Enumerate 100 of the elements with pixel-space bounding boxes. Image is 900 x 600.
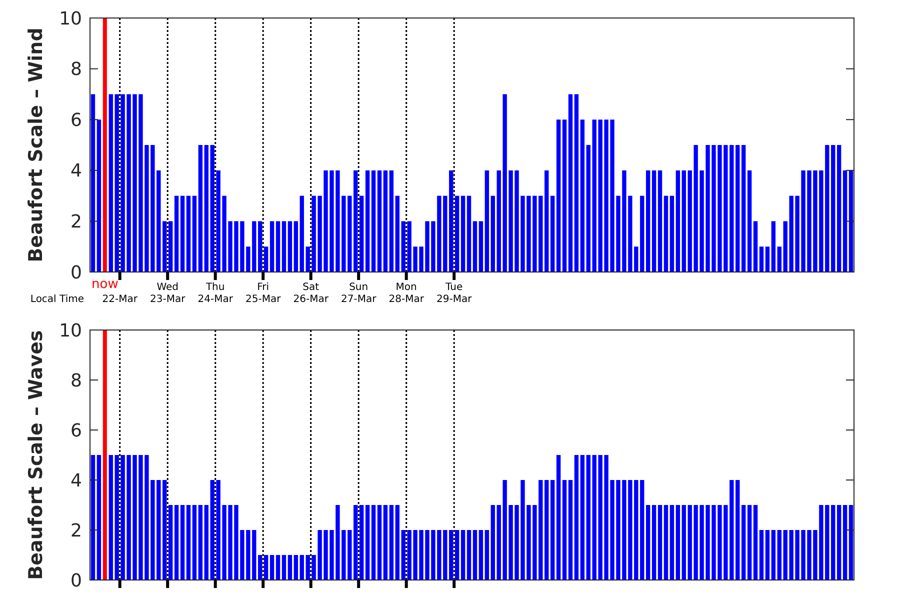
bar — [836, 145, 842, 272]
bar — [682, 505, 686, 580]
bar — [580, 455, 585, 580]
bar — [192, 196, 197, 272]
bar — [383, 170, 388, 272]
bar — [466, 530, 472, 580]
bar — [359, 196, 364, 272]
bar — [736, 480, 740, 580]
bar — [562, 480, 567, 580]
bar — [108, 455, 113, 580]
bar — [670, 505, 674, 580]
x-tick-label: Thu 24-Mar — [198, 282, 234, 305]
bar — [478, 530, 484, 580]
bar — [658, 170, 662, 272]
bar — [771, 221, 776, 272]
bar — [842, 170, 848, 272]
bar — [258, 555, 262, 580]
bar — [664, 505, 668, 580]
bar — [682, 170, 686, 272]
bar — [490, 505, 495, 580]
x-tick-label: Tue 29-Mar — [436, 282, 473, 305]
bar — [96, 455, 102, 580]
bar — [777, 246, 782, 272]
bar — [759, 246, 764, 272]
y-tick-label: 6 — [70, 420, 82, 442]
bar — [270, 555, 274, 580]
bar — [389, 170, 394, 272]
bar — [670, 196, 674, 272]
x-axis-title: Local Time — [30, 294, 84, 305]
bar — [640, 480, 644, 580]
bar — [371, 170, 376, 272]
bar — [640, 196, 644, 272]
x-tick-label: Sat 26-Mar — [293, 282, 330, 305]
bar — [753, 221, 758, 272]
bar — [276, 221, 280, 272]
bar — [162, 480, 167, 580]
y-tick-label: 2 — [70, 212, 82, 232]
bar — [359, 505, 364, 580]
bar — [765, 530, 770, 580]
bar — [753, 505, 758, 580]
bar — [264, 555, 268, 580]
bar — [568, 480, 573, 580]
bar — [371, 505, 376, 580]
bar — [562, 120, 567, 272]
bar — [282, 221, 286, 272]
bar — [365, 170, 370, 272]
bar — [186, 505, 191, 580]
bar — [741, 505, 746, 580]
x-tick-label: Fri 25-Mar — [245, 282, 282, 305]
bar — [646, 505, 650, 580]
bar — [168, 221, 173, 272]
bar — [478, 221, 484, 272]
bar — [174, 196, 179, 272]
y-tick-label: 10 — [59, 8, 82, 30]
bar — [741, 145, 746, 272]
x-tick-label: Sun 27-Mar — [340, 282, 378, 305]
bar — [676, 170, 680, 272]
y-tick-label: 8 — [70, 59, 82, 80]
bar — [270, 221, 274, 272]
bar — [490, 196, 495, 272]
bar — [354, 170, 358, 272]
bar — [395, 196, 400, 272]
bar — [544, 170, 549, 272]
bar — [586, 145, 590, 272]
x-tick-label: Wed 23-Mar — [150, 282, 186, 305]
bar — [759, 530, 764, 580]
bar — [383, 505, 388, 580]
bar — [174, 505, 179, 580]
bar — [365, 505, 370, 580]
bar — [282, 555, 286, 580]
y-tick-label: 0 — [70, 570, 82, 592]
bar — [192, 505, 197, 580]
bar — [747, 505, 752, 580]
bar — [556, 120, 561, 272]
bar — [180, 196, 185, 272]
bar — [544, 480, 549, 580]
bar — [180, 505, 185, 580]
bar — [747, 170, 752, 272]
bar — [831, 145, 836, 272]
bar — [848, 505, 854, 580]
bar — [831, 505, 836, 580]
bar — [484, 530, 490, 580]
bar — [646, 170, 650, 272]
ref-line-label: now — [92, 277, 119, 292]
bar — [771, 530, 776, 580]
bar — [586, 455, 590, 580]
bar — [550, 196, 555, 272]
bar — [664, 196, 668, 272]
bar — [204, 505, 208, 580]
bar — [90, 94, 96, 272]
bar — [204, 145, 208, 272]
bar — [377, 505, 382, 580]
bar — [300, 196, 304, 272]
y-tick-label: 0 — [70, 262, 82, 284]
bar — [736, 145, 740, 272]
bar — [288, 555, 292, 580]
bar — [198, 505, 203, 580]
bar — [90, 455, 96, 580]
bar — [556, 455, 561, 580]
bar — [354, 505, 358, 580]
